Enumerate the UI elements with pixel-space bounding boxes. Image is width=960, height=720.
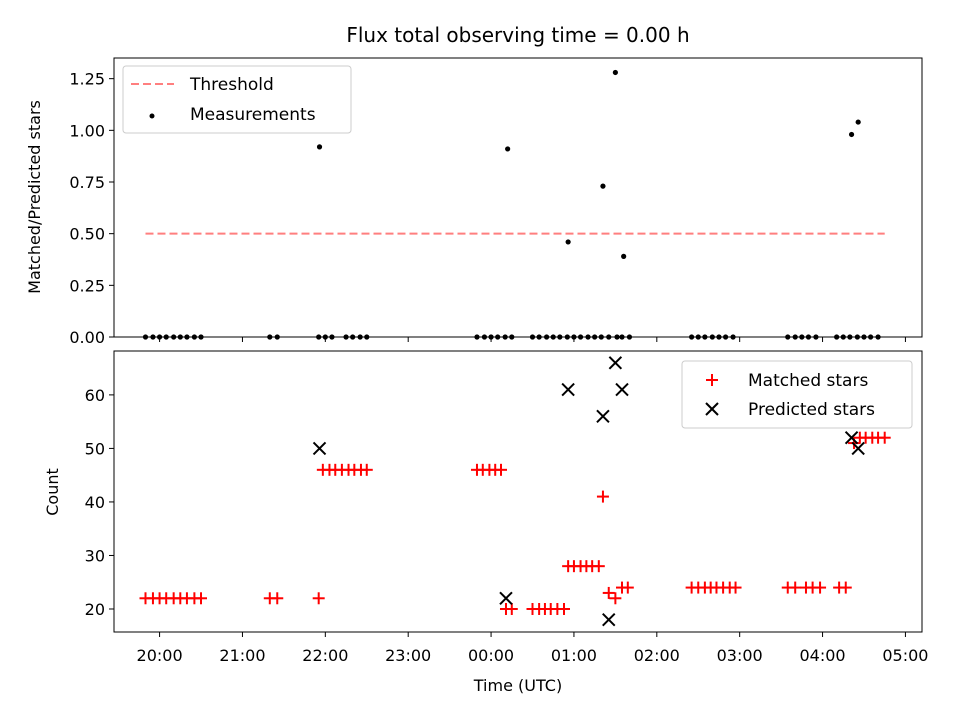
x-tick-label: 03:00 — [717, 646, 763, 665]
matched-star-point — [312, 592, 325, 605]
top-y-tick-label: 1.25 — [69, 70, 105, 89]
measurement-point — [612, 69, 618, 76]
bottom-legend-box — [681, 360, 913, 429]
bottom-y-tick-label: 50 — [85, 439, 105, 458]
x-tick-label: 01:00 — [551, 646, 597, 665]
x-tick-label: 20:00 — [137, 646, 183, 665]
top-legend-box — [122, 65, 352, 134]
matched-star-point — [271, 592, 284, 605]
legend-predicted-swatch — [705, 402, 719, 416]
x-tick-label: 04:00 — [799, 646, 845, 665]
matched-star-point — [557, 602, 570, 615]
top-y-ticks: 0.00 0.25 0.50 0.75 1.00 1.25 — [69, 70, 114, 347]
predicted-star-point — [851, 441, 865, 456]
predicted-star-point — [602, 612, 616, 627]
x-tick-label: 00:00 — [468, 646, 514, 665]
matched-star-point — [814, 581, 827, 594]
measurement-point — [848, 131, 855, 138]
matched-star-point — [789, 581, 802, 594]
matched-star-point — [729, 581, 742, 594]
x-tick-label: 21:00 — [219, 646, 265, 665]
legend-threshold-label: Threshold — [189, 75, 274, 95]
legend-predicted-label: Predicted stars — [748, 400, 875, 420]
bottom-y-ticks: 20 30 40 50 60 — [85, 386, 114, 619]
x-tick-label: 22:00 — [302, 646, 348, 665]
bottom-plot-frame — [113, 350, 923, 633]
top-y-tick-label: 1.00 — [69, 121, 105, 140]
legend-matched-label: Matched stars — [748, 371, 868, 391]
bottom-y-tick-label: 60 — [85, 386, 105, 405]
top-x-tick-marks — [159, 337, 906, 342]
bottom-y-tick-label: 30 — [85, 546, 105, 565]
top-y-axis-label: Matched/Predicted stars — [25, 100, 44, 294]
matched-star-point — [621, 581, 634, 594]
predicted-star-point — [596, 409, 610, 424]
bottom-y-axis-label: Count — [43, 468, 62, 516]
predicted-star-point — [561, 382, 575, 397]
x-tick-label: 05:00 — [882, 646, 928, 665]
matched-star-point — [495, 463, 508, 476]
top-y-tick-label: 0.50 — [69, 225, 105, 244]
top-panel: 0.00 0.25 0.50 0.75 1.00 1.25 Matched/Predict… — [25, 57, 923, 347]
predicted-star-point — [615, 382, 629, 397]
bottom-x-ticks: 20:00 21:00 22:00 23:00 00:00 01:00 02:00 03:00… — [137, 632, 928, 665]
matched-star-point — [592, 560, 605, 573]
bottom-y-tick-label: 40 — [85, 493, 105, 512]
legend-measurements-label: Measurements — [190, 105, 316, 125]
x-axis-label: Time (UTC) — [473, 676, 562, 695]
measurement-point — [600, 183, 606, 189]
top-plot-frame — [113, 57, 923, 338]
bottom-legend: Matched stars Predicted stars — [681, 360, 913, 429]
matched-star-point — [596, 490, 609, 503]
bottom-plot-marks — [139, 356, 891, 627]
measurement-point — [565, 239, 571, 245]
predicted-star-point — [844, 431, 859, 445]
measurement-point — [505, 146, 511, 152]
predicted-star-point — [608, 356, 623, 370]
top-legend: Threshold Measurements — [122, 65, 352, 134]
matched-star-point — [505, 602, 518, 615]
bottom-y-tick-label: 20 — [85, 600, 105, 619]
measurement-point — [855, 119, 861, 125]
measurement-point — [621, 253, 627, 259]
matched-star-point — [602, 586, 615, 599]
legend-measurements-swatch — [149, 113, 155, 119]
matched-star-point — [839, 581, 852, 594]
matched-star-point — [360, 463, 373, 476]
x-tick-label: 23:00 — [385, 646, 431, 665]
matched-star-point — [878, 431, 891, 444]
matched-star-point — [195, 592, 208, 605]
matched-star-point — [609, 592, 622, 605]
chart-title: Flux total observing time = 0.00 h — [346, 23, 689, 47]
top-y-tick-label: 0.25 — [69, 276, 105, 295]
legend-matched-swatch — [706, 374, 718, 386]
x-tick-label: 02:00 — [634, 646, 680, 665]
top-y-tick-label: 0.75 — [69, 173, 105, 192]
top-y-tick-label: 0.00 — [69, 328, 105, 347]
measurement-point — [316, 144, 323, 150]
predicted-star-point — [312, 441, 327, 456]
bottom-panel: 20 30 40 50 60 20:00 21:00 22:00 23:00 00:00 01:0… — [43, 350, 928, 695]
predicted-star-point — [499, 591, 513, 605]
